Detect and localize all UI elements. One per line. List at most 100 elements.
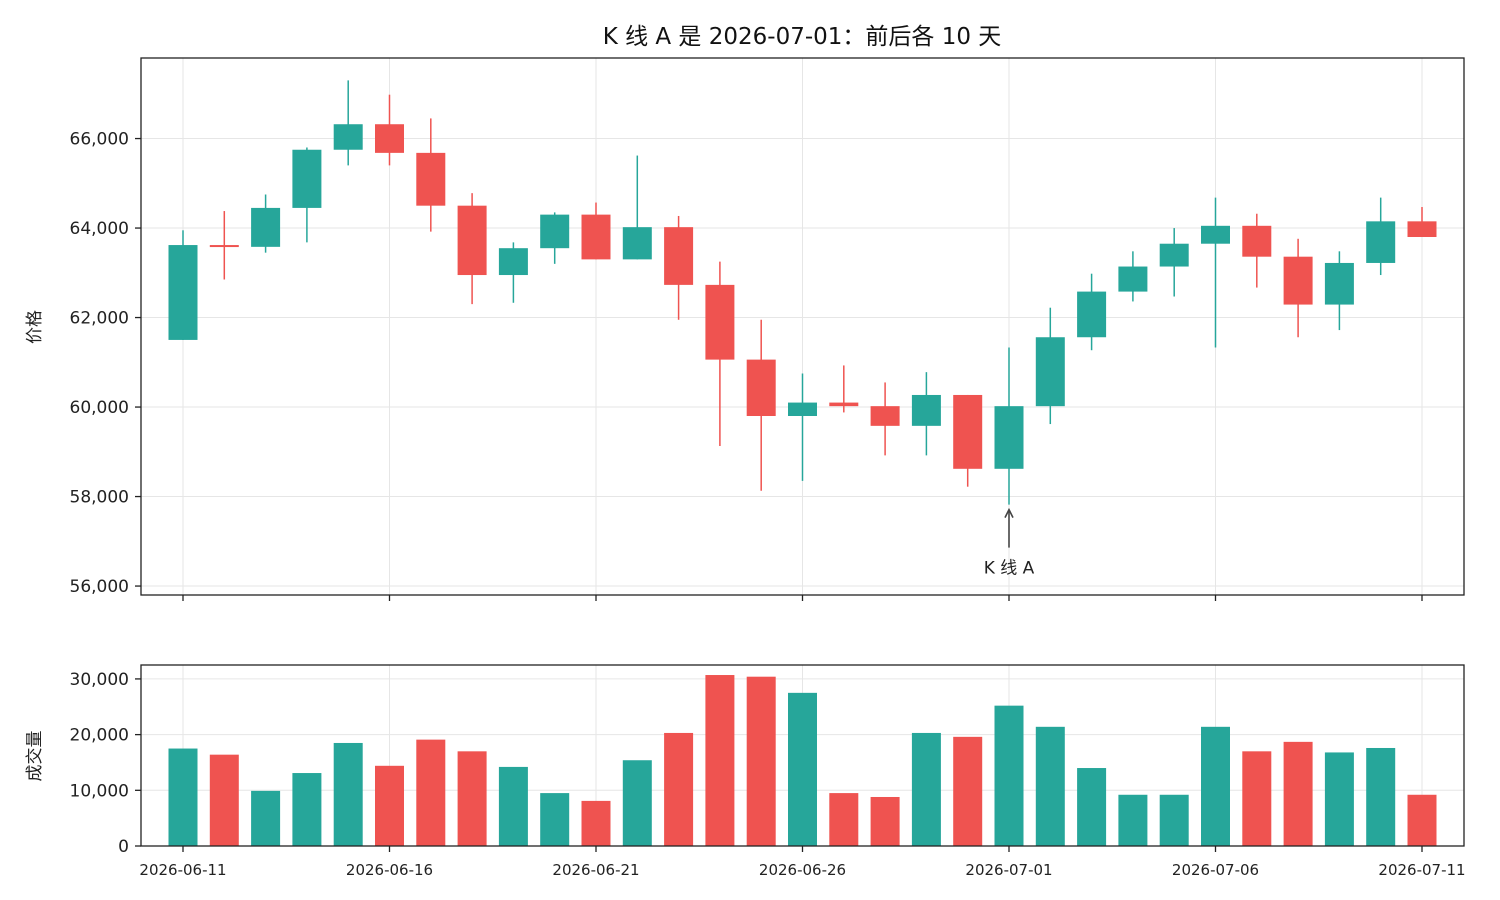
candle: [664, 215, 694, 320]
x-tick-label: 2026-06-11: [139, 861, 226, 879]
volume-bar: [581, 800, 611, 846]
volume-y-axis: 0 10,000 20,000 30,000: [70, 670, 141, 857]
candle: [416, 118, 446, 232]
volume-y-tick-label: 30,000: [70, 670, 129, 690]
candle: [705, 261, 735, 446]
candle: [251, 194, 281, 253]
candle-body: [581, 214, 611, 260]
candle-body: [1077, 291, 1107, 338]
candle-body: [829, 402, 859, 407]
candle: [333, 80, 363, 166]
volume-bar: [953, 736, 983, 846]
candle: [1407, 207, 1437, 237]
candle: [1324, 251, 1354, 331]
candle: [581, 202, 611, 260]
candle-body: [292, 149, 322, 208]
candle-body: [1242, 225, 1272, 257]
candle-body: [457, 205, 487, 276]
price-y-tick-label: 66,000: [70, 130, 129, 150]
volume-axis-title: 成交量: [25, 731, 45, 782]
candle-body: [1283, 256, 1313, 305]
price-y-tick-label: 62,000: [70, 309, 129, 329]
candle-body: [333, 124, 363, 150]
chart-title: K 线 A 是 2026-07-01：前后各 10 天: [603, 24, 1002, 50]
candle-body: [1159, 243, 1189, 267]
candle: [1201, 197, 1230, 348]
volume-bar: [622, 760, 652, 846]
volume-bar: [457, 751, 487, 846]
candle: [1242, 213, 1272, 288]
candle-body: [911, 394, 941, 426]
volume-bar: [1159, 794, 1189, 846]
candle: [788, 373, 817, 481]
candle: [1077, 273, 1107, 351]
candle: [498, 242, 528, 303]
volume-bar: [416, 739, 446, 846]
volume-bar: [1324, 752, 1354, 846]
price-y-axis: 56,000 58,000 60,000 62,000 64,000 66,000: [70, 130, 141, 597]
volume-bar: [705, 675, 735, 846]
candle-body: [622, 227, 652, 260]
candle-body: [1118, 266, 1148, 292]
volume-bars: [168, 675, 1437, 846]
volume-y-tick-label: 10,000: [70, 781, 129, 801]
candle: [375, 94, 404, 166]
candle: [994, 347, 1024, 505]
candle: [953, 394, 983, 487]
volume-bar: [1035, 726, 1065, 846]
candle-body: [953, 394, 983, 469]
volume-bar: [788, 692, 817, 846]
candle-body: [1407, 221, 1437, 237]
candle-body: [994, 406, 1024, 469]
annotation-arrow-head: [1004, 507, 1014, 518]
candle-body: [705, 284, 735, 360]
candle-body: [375, 124, 404, 153]
price-y-tick-label: 58,000: [70, 488, 129, 508]
candle: [457, 193, 487, 305]
volume-bar: [1366, 747, 1396, 846]
volume-bar: [1201, 726, 1230, 846]
candle-body: [251, 207, 281, 247]
volume-x-axis: 2026-06-11 2026-06-16 2026-06-21 2026-06-26…: [139, 846, 1466, 879]
candle-body: [416, 152, 446, 206]
price-y-tick-label: 56,000: [70, 577, 129, 597]
price-y-tick-label: 64,000: [70, 219, 129, 239]
volume-bar: [498, 766, 528, 846]
volume-y-tick-label: 0: [118, 837, 129, 857]
x-tick-label: 2026-07-11: [1378, 861, 1465, 879]
volume-bar: [375, 765, 404, 846]
candle: [168, 230, 198, 340]
volume-bar: [1283, 741, 1313, 846]
candle: [209, 211, 239, 280]
candle-body: [746, 359, 776, 416]
price-axis-title: 价格: [25, 310, 45, 344]
candle-body: [209, 245, 239, 248]
candle: [292, 147, 322, 243]
x-tick-label: 2026-06-16: [346, 861, 433, 879]
x-tick-label: 2026-07-01: [965, 861, 1052, 879]
volume-bar: [746, 676, 776, 846]
candle-body: [870, 406, 900, 426]
volume-bar: [870, 796, 900, 846]
candle-body: [664, 227, 694, 285]
volume-bar: [168, 748, 198, 846]
volume-bar: [1077, 768, 1107, 846]
candle-body: [168, 245, 198, 340]
x-tick-label: 2026-06-21: [552, 861, 639, 879]
price-y-tick-label: 60,000: [70, 398, 129, 418]
candle-body: [1201, 225, 1230, 244]
candle: [622, 155, 652, 260]
candle: [1035, 307, 1065, 425]
candle: [1118, 251, 1148, 302]
candle: [1159, 228, 1189, 297]
volume-bar: [251, 790, 281, 846]
candle: [1283, 238, 1313, 338]
candle: [746, 319, 776, 491]
volume-bar: [1242, 751, 1272, 846]
candle: [829, 365, 859, 413]
volume-bar: [994, 705, 1024, 846]
candle: [540, 212, 570, 264]
price-candles: [168, 80, 1437, 505]
volume-y-tick-label: 20,000: [70, 726, 129, 746]
